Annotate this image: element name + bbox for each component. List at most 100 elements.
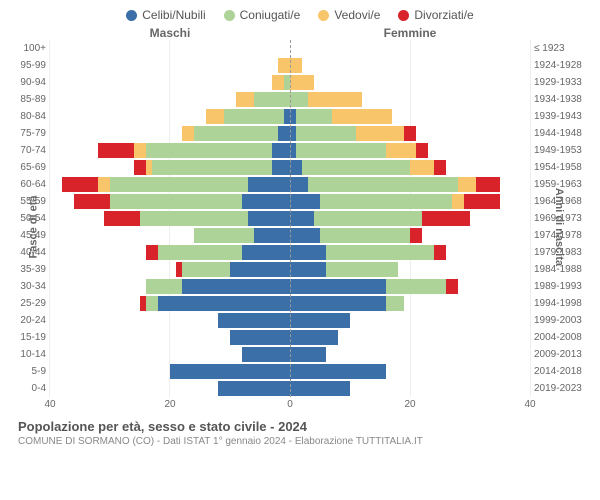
bar-segment (146, 296, 158, 311)
bar-row-male (50, 74, 290, 91)
bar-row-male (50, 125, 290, 142)
bar-segment (452, 194, 464, 209)
grid-line (530, 40, 531, 397)
y-axis-label-right: Anni di nascita (553, 187, 565, 265)
bar-row-female (290, 193, 530, 210)
bar-row-female (290, 57, 530, 74)
bar-segment (272, 160, 290, 175)
legend-swatch (398, 10, 409, 21)
age-tick: 70-74 (0, 142, 46, 159)
bar-row-male (50, 57, 290, 74)
header-male: Maschi (50, 26, 290, 40)
bar-segment (146, 279, 182, 294)
bar-row-male (50, 193, 290, 210)
bar-segment (140, 211, 248, 226)
birth-tick: ≤ 1923 (534, 40, 600, 57)
bar-segment (242, 347, 290, 362)
legend-item: Divorziati/e (398, 8, 473, 22)
bar-segment (290, 160, 302, 175)
legend-item: Celibi/Nubili (126, 8, 205, 22)
bar-segment (98, 177, 110, 192)
bar-segment (230, 262, 290, 277)
legend: Celibi/NubiliConiugati/eVedovi/eDivorzia… (0, 0, 600, 26)
bar-row-male (50, 261, 290, 278)
bar-segment (416, 143, 428, 158)
age-tick: 0-4 (0, 380, 46, 397)
bar-row-male (50, 108, 290, 125)
age-tick: 15-19 (0, 329, 46, 346)
column-headers: Maschi Femmine (0, 26, 600, 40)
plot-female (290, 40, 530, 397)
legend-swatch (224, 10, 235, 21)
bar-segment (272, 143, 290, 158)
bar-segment (290, 75, 314, 90)
x-tick: 20 (164, 399, 175, 410)
bar-segment (290, 211, 314, 226)
bar-segment (290, 330, 338, 345)
bar-segment (110, 177, 248, 192)
bar-segment (290, 228, 320, 243)
age-tick: 60-64 (0, 176, 46, 193)
birth-tick: 1974-1978 (534, 227, 600, 244)
bar-row-female (290, 363, 530, 380)
bar-segment (158, 245, 242, 260)
bar-segment (146, 143, 272, 158)
bar-row-female (290, 295, 530, 312)
bar-segment (248, 177, 290, 192)
bar-segment (290, 347, 326, 362)
bar-segment (290, 279, 386, 294)
age-tick: 90-94 (0, 74, 46, 91)
bar-segment (290, 381, 350, 396)
legend-label: Coniugati/e (240, 8, 301, 22)
bar-segment (296, 143, 386, 158)
bar-segment (182, 262, 230, 277)
bar-segment (410, 160, 434, 175)
bar-segment (110, 194, 242, 209)
age-tick: 85-89 (0, 91, 46, 108)
bar-row-male (50, 210, 290, 227)
bar-segment (476, 177, 500, 192)
bar-segment (146, 245, 158, 260)
center-line (290, 40, 291, 397)
birth-tick: 1944-1948 (534, 125, 600, 142)
bar-segment (158, 296, 290, 311)
bar-segment (290, 364, 386, 379)
bar-row-female (290, 210, 530, 227)
age-tick: 30-34 (0, 278, 46, 295)
bar-row-male (50, 380, 290, 397)
bar-row-female (290, 244, 530, 261)
bar-segment (410, 228, 422, 243)
bar-segment (404, 126, 416, 141)
bar-segment (278, 58, 290, 73)
bar-row-male (50, 346, 290, 363)
bar-row-female (290, 91, 530, 108)
chart-title: Popolazione per età, sesso e stato civil… (18, 419, 600, 434)
bar-segment (74, 194, 110, 209)
birth-tick: 1929-1933 (534, 74, 600, 91)
bar-segment (134, 160, 146, 175)
bar-segment (230, 330, 290, 345)
age-tick: 75-79 (0, 125, 46, 142)
bar-row-male (50, 227, 290, 244)
birth-tick: 1959-1963 (534, 176, 600, 193)
y-axis-age: 100+95-9990-9485-8980-8475-7970-7465-696… (0, 40, 50, 397)
bar-row-male (50, 91, 290, 108)
plot-male (50, 40, 290, 397)
bar-row-female (290, 346, 530, 363)
bar-segment (302, 160, 410, 175)
bar-segment (386, 296, 404, 311)
bar-segment (314, 211, 422, 226)
age-tick: 80-84 (0, 108, 46, 125)
bar-segment (386, 143, 416, 158)
legend-swatch (126, 10, 137, 21)
birth-tick: 1924-1928 (534, 57, 600, 74)
bar-segment (332, 109, 392, 124)
x-axis-left: 40200 (50, 399, 290, 413)
bar-row-female (290, 159, 530, 176)
bar-segment (356, 126, 404, 141)
bar-segment (170, 364, 290, 379)
x-axis: 40200 2040 (0, 399, 600, 413)
bar-segment (290, 177, 308, 192)
birth-tick: 2009-2013 (534, 346, 600, 363)
bar-row-male (50, 159, 290, 176)
